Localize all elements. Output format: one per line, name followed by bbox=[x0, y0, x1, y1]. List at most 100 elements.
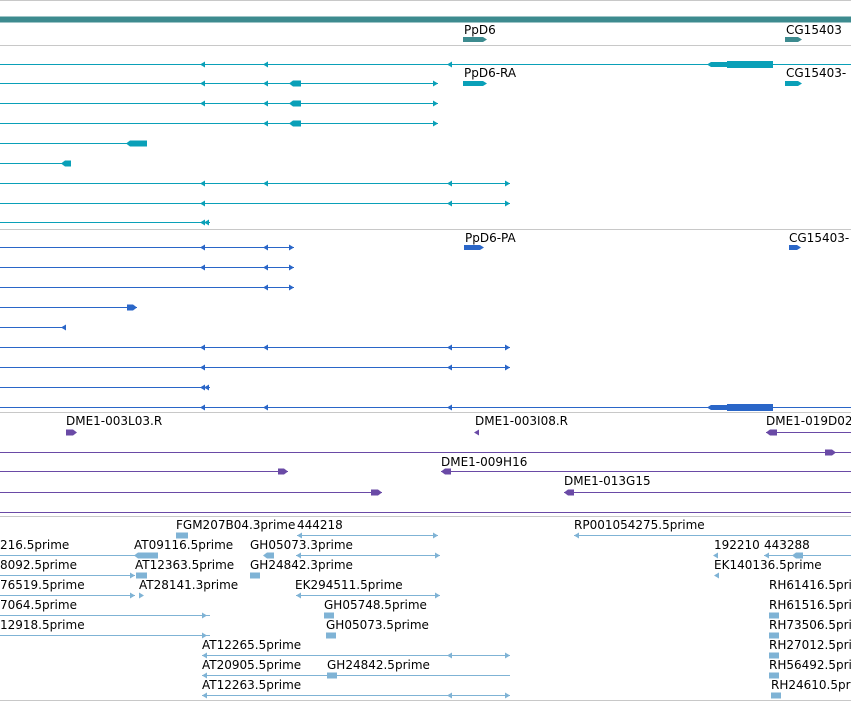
strand-arrow[interactable] bbox=[134, 552, 138, 559]
strand-arrow[interactable] bbox=[447, 180, 452, 187]
strand-arrow[interactable] bbox=[564, 489, 568, 496]
strand-arrow[interactable] bbox=[263, 244, 268, 251]
strand-arrow[interactable] bbox=[798, 81, 802, 86]
exon-block[interactable] bbox=[136, 572, 147, 579]
exon-block[interactable] bbox=[278, 468, 284, 475]
strand-arrow[interactable] bbox=[505, 652, 510, 659]
strand-arrow[interactable] bbox=[433, 80, 438, 87]
strand-arrow[interactable] bbox=[441, 468, 445, 475]
strand-arrow[interactable] bbox=[447, 692, 452, 699]
strand-arrow[interactable] bbox=[483, 37, 487, 42]
exon-block[interactable] bbox=[138, 552, 158, 559]
strand-arrow[interactable] bbox=[202, 632, 207, 639]
strand-arrow[interactable] bbox=[574, 532, 579, 539]
strand-arrow[interactable] bbox=[797, 245, 801, 250]
strand-arrow[interactable] bbox=[133, 304, 137, 311]
strand-arrow[interactable] bbox=[289, 120, 293, 127]
exon-block[interactable] bbox=[769, 672, 779, 679]
strand-arrow[interactable] bbox=[447, 404, 452, 411]
strand-arrow[interactable] bbox=[447, 364, 452, 371]
strand-arrow[interactable] bbox=[263, 120, 268, 127]
strand-arrow[interactable] bbox=[435, 592, 440, 599]
strand-arrow[interactable] bbox=[433, 100, 438, 107]
exon-block[interactable] bbox=[327, 672, 337, 679]
strand-arrow[interactable] bbox=[764, 552, 769, 559]
strand-arrow[interactable] bbox=[263, 404, 268, 411]
strand-arrow[interactable] bbox=[263, 552, 267, 559]
strand-arrow[interactable] bbox=[202, 692, 207, 699]
strand-arrow[interactable] bbox=[130, 572, 135, 579]
strand-arrow[interactable] bbox=[200, 384, 205, 391]
exon-block[interactable] bbox=[293, 80, 301, 87]
exon-block[interactable] bbox=[770, 429, 777, 436]
strand-arrow[interactable] bbox=[289, 264, 294, 271]
strand-arrow[interactable] bbox=[200, 200, 205, 207]
exon-block[interactable] bbox=[771, 692, 781, 699]
strand-arrow[interactable] bbox=[483, 81, 487, 86]
exon-block[interactable] bbox=[130, 140, 147, 147]
exon-block[interactable] bbox=[727, 61, 773, 68]
strand-arrow[interactable] bbox=[284, 468, 288, 475]
strand-arrow[interactable] bbox=[204, 384, 209, 391]
strand-arrow[interactable] bbox=[202, 672, 207, 679]
strand-arrow[interactable] bbox=[200, 344, 205, 351]
strand-arrow[interactable] bbox=[130, 592, 135, 599]
strand-arrow[interactable] bbox=[474, 429, 479, 436]
strand-arrow[interactable] bbox=[766, 429, 770, 436]
strand-arrow[interactable] bbox=[505, 692, 510, 699]
exon-block[interactable] bbox=[796, 552, 803, 559]
strand-arrow[interactable] bbox=[447, 200, 452, 207]
strand-arrow[interactable] bbox=[73, 429, 77, 436]
exon-block[interactable] bbox=[445, 468, 451, 475]
strand-arrow[interactable] bbox=[297, 532, 302, 539]
strand-arrow[interactable] bbox=[707, 62, 711, 67]
exon-block[interactable] bbox=[176, 532, 188, 539]
exon-block[interactable] bbox=[326, 632, 336, 639]
strand-arrow[interactable] bbox=[289, 100, 293, 107]
strand-arrow[interactable] bbox=[832, 449, 836, 456]
strand-arrow[interactable] bbox=[126, 140, 130, 147]
strand-arrow[interactable] bbox=[202, 612, 207, 619]
strand-arrow[interactable] bbox=[435, 552, 440, 559]
exon-block[interactable] bbox=[711, 405, 727, 410]
exon-block[interactable] bbox=[65, 160, 71, 167]
strand-arrow[interactable] bbox=[505, 364, 510, 371]
exon-block[interactable] bbox=[568, 489, 574, 496]
strand-arrow[interactable] bbox=[289, 80, 293, 87]
strand-arrow[interactable] bbox=[707, 405, 711, 410]
strand-arrow[interactable] bbox=[263, 100, 268, 107]
exon-block[interactable] bbox=[371, 489, 378, 496]
strand-arrow[interactable] bbox=[447, 344, 452, 351]
strand-arrow[interactable] bbox=[447, 652, 452, 659]
exon-block[interactable] bbox=[463, 81, 483, 86]
strand-arrow[interactable] bbox=[289, 244, 294, 251]
exon-block[interactable] bbox=[324, 612, 334, 619]
exon-block[interactable] bbox=[769, 632, 779, 639]
strand-arrow[interactable] bbox=[200, 404, 205, 411]
strand-arrow[interactable] bbox=[263, 180, 268, 187]
strand-arrow[interactable] bbox=[139, 592, 144, 599]
exon-block[interactable] bbox=[250, 572, 260, 579]
strand-arrow[interactable] bbox=[296, 552, 301, 559]
strand-arrow[interactable] bbox=[447, 61, 452, 68]
strand-arrow[interactable] bbox=[263, 80, 268, 87]
gene-span-bar[interactable] bbox=[0, 16, 851, 23]
strand-arrow[interactable] bbox=[263, 264, 268, 271]
strand-arrow[interactable] bbox=[204, 219, 209, 226]
strand-arrow[interactable] bbox=[433, 532, 438, 539]
exon-block[interactable] bbox=[711, 62, 727, 67]
strand-arrow[interactable] bbox=[200, 80, 205, 87]
strand-arrow[interactable] bbox=[263, 344, 268, 351]
strand-arrow[interactable] bbox=[798, 37, 802, 42]
strand-arrow[interactable] bbox=[792, 552, 796, 559]
strand-arrow[interactable] bbox=[61, 160, 65, 167]
strand-arrow[interactable] bbox=[505, 200, 510, 207]
exon-block[interactable] bbox=[463, 37, 483, 42]
strand-arrow[interactable] bbox=[714, 572, 719, 579]
exon-block[interactable] bbox=[769, 612, 779, 619]
strand-arrow[interactable] bbox=[433, 120, 438, 127]
strand-arrow[interactable] bbox=[378, 489, 382, 496]
strand-arrow[interactable] bbox=[263, 284, 268, 291]
exon-block[interactable] bbox=[293, 120, 301, 127]
strand-arrow[interactable] bbox=[200, 364, 205, 371]
